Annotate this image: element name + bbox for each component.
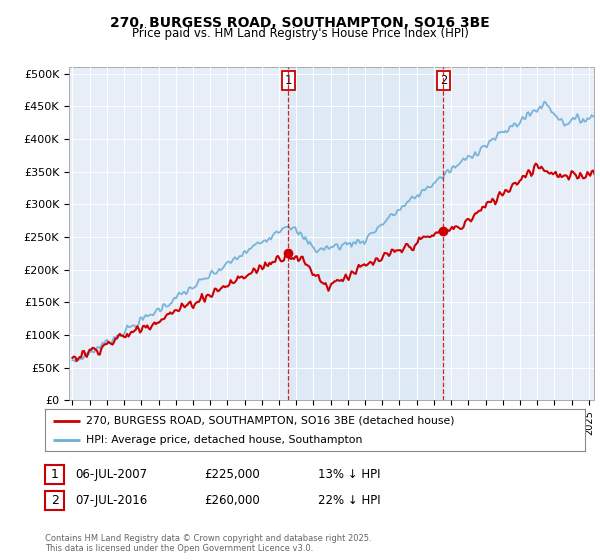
Text: Price paid vs. HM Land Registry's House Price Index (HPI): Price paid vs. HM Land Registry's House …	[131, 27, 469, 40]
Text: 270, BURGESS ROAD, SOUTHAMPTON, SO16 3BE (detached house): 270, BURGESS ROAD, SOUTHAMPTON, SO16 3BE…	[86, 416, 454, 426]
Text: 2: 2	[50, 493, 59, 507]
Text: 270, BURGESS ROAD, SOUTHAMPTON, SO16 3BE: 270, BURGESS ROAD, SOUTHAMPTON, SO16 3BE	[110, 16, 490, 30]
Text: £260,000: £260,000	[204, 493, 260, 507]
Text: 06-JUL-2007: 06-JUL-2007	[75, 468, 147, 482]
Text: 07-JUL-2016: 07-JUL-2016	[75, 493, 147, 507]
Text: HPI: Average price, detached house, Southampton: HPI: Average price, detached house, Sout…	[86, 435, 362, 445]
Text: 2: 2	[440, 74, 447, 87]
Text: 13% ↓ HPI: 13% ↓ HPI	[318, 468, 380, 482]
Text: 1: 1	[50, 468, 59, 482]
Text: £225,000: £225,000	[204, 468, 260, 482]
Text: 1: 1	[285, 74, 292, 87]
Text: 22% ↓ HPI: 22% ↓ HPI	[318, 493, 380, 507]
Text: Contains HM Land Registry data © Crown copyright and database right 2025.
This d: Contains HM Land Registry data © Crown c…	[45, 534, 371, 553]
Bar	[288, 67, 443, 400]
